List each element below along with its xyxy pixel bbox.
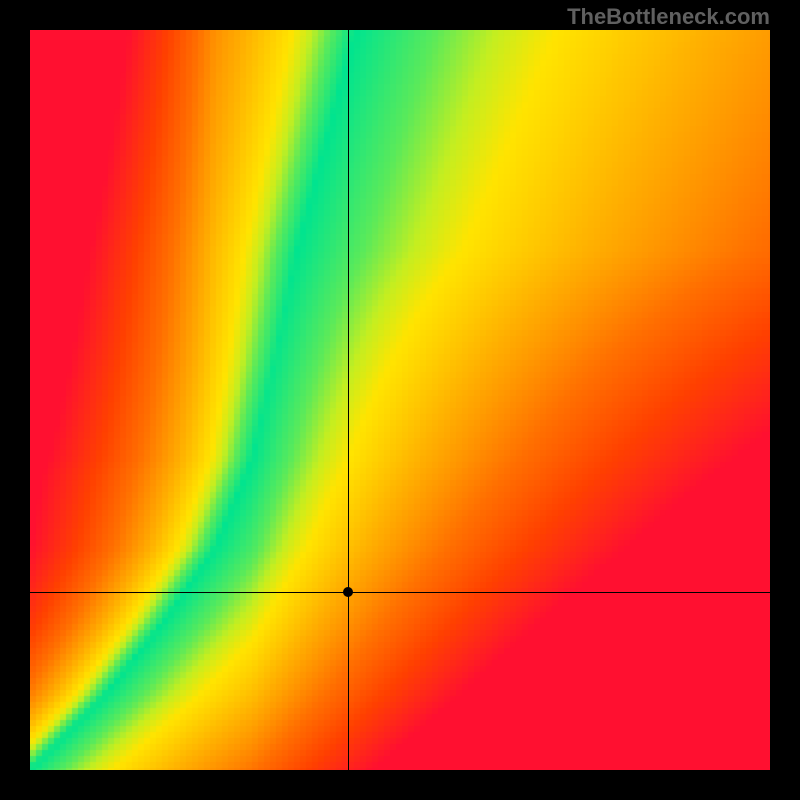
crosshair-horizontal — [30, 592, 770, 593]
crosshair-vertical — [348, 30, 349, 770]
chart-container: TheBottleneck.com — [0, 0, 800, 800]
heatmap-canvas — [30, 30, 770, 770]
watermark-text: TheBottleneck.com — [567, 4, 770, 30]
